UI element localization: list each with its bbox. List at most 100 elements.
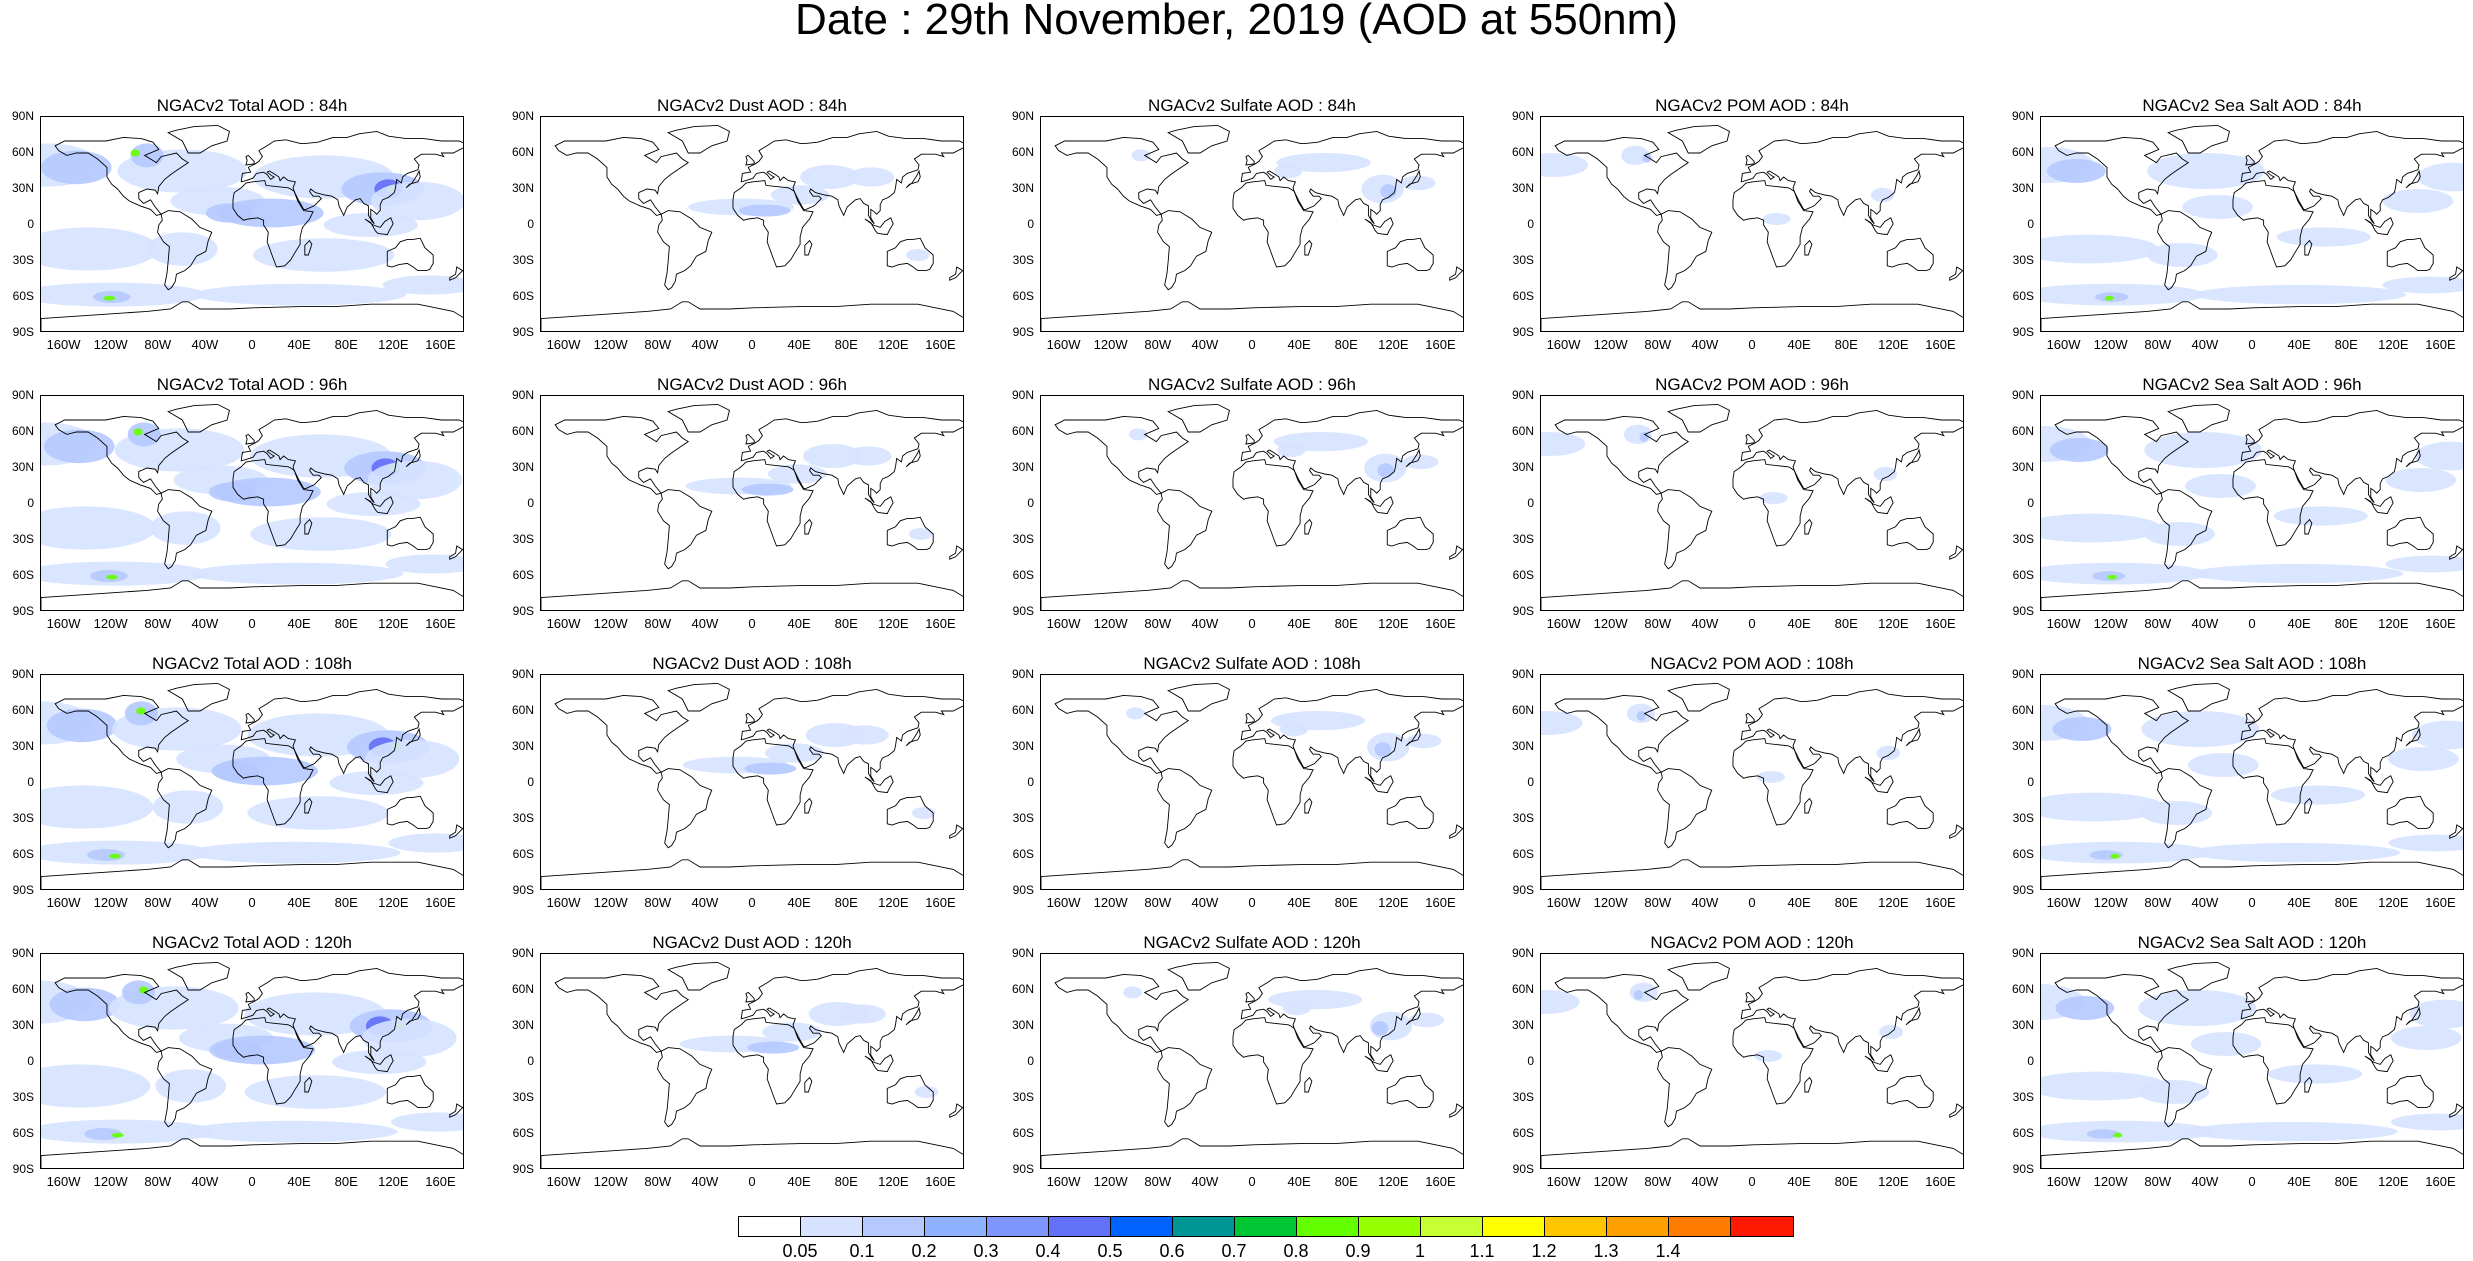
coastline-southamerica — [657, 1047, 713, 1128]
coastline-newzealand — [1949, 1103, 1963, 1118]
latitude-tick-label: 0 — [527, 775, 534, 789]
aod-field — [2191, 564, 2404, 584]
coastline-northamerica — [1054, 136, 1190, 216]
longitude-tick-label: 160E — [2425, 895, 2456, 910]
longitude-tick-label: 40E — [787, 616, 811, 631]
aod-field — [747, 1041, 800, 1054]
coastline-newzealand — [1449, 545, 1463, 560]
latitude-tick-label: 90S — [2012, 883, 2034, 897]
latitude-tick-label: 90S — [512, 1162, 534, 1176]
longitude-tick-label: 0 — [1248, 337, 1256, 352]
longitude-tick-label: 0 — [2248, 616, 2256, 631]
colorbar-tick-label: 0.9 — [1345, 1241, 1371, 1261]
latitude-tick-label: 60N — [1511, 145, 1534, 159]
colorbar-tick-label: 1 — [1414, 1241, 1425, 1261]
longitude-tick-label: 160E — [2425, 337, 2456, 352]
coastline-japan — [1405, 727, 1421, 747]
coastline-uk — [1245, 712, 1255, 724]
map-panel — [540, 116, 964, 332]
coastline-uk — [245, 991, 255, 1003]
aod-field — [1380, 184, 1397, 199]
coastline-southamerica — [1157, 768, 1213, 849]
aod-field — [41, 785, 154, 829]
coastline-indonesia — [364, 1054, 394, 1073]
map-panel — [540, 953, 964, 1169]
longitude-tick-label: 80W — [144, 616, 172, 631]
coastline-newzealand — [1949, 266, 1963, 281]
coastline-uk — [245, 154, 255, 166]
longitude-tick-label: 80E — [334, 895, 358, 910]
longitude-tick-label: 80E — [1334, 895, 1358, 910]
map-canvas — [2041, 954, 2463, 1168]
map-canvas — [2041, 675, 2463, 889]
aod-field — [2107, 574, 2117, 580]
aod-field — [2391, 1113, 2463, 1131]
longitude-tick-label: 160W — [46, 1174, 81, 1189]
latitude-tick-label: 30N — [1511, 739, 1534, 753]
coastline-madagascar — [1304, 1076, 1313, 1093]
latitude-tick-label: 90N — [11, 946, 34, 960]
longitude-tick-label: 160E — [425, 616, 456, 631]
panel-title: NGACv2 Sea Salt AOD : 84h — [2142, 96, 2362, 115]
longitude-tick-label: 120E — [1378, 1174, 1409, 1189]
coastline-australia — [1886, 795, 1934, 830]
aod-field — [2268, 1064, 2363, 1084]
longitude-tick-label: 120W — [2093, 895, 2128, 910]
coastline-madagascar — [1804, 1076, 1813, 1093]
latitude-tick-label: 60S — [1012, 568, 1034, 582]
coastline-greenland — [167, 961, 230, 991]
aod-field — [2086, 1129, 2120, 1139]
aod-field — [1876, 745, 1900, 761]
coastline-eurasia — [2240, 688, 2463, 783]
coastline-australia — [1386, 237, 1434, 272]
map-canvas — [1041, 117, 1463, 331]
coastline-japan — [2405, 727, 2421, 747]
colorbar-swatch — [801, 1217, 863, 1236]
longitude-tick-label: 80W — [1644, 616, 1672, 631]
longitude-tick-label: 0 — [1248, 895, 1256, 910]
coastline-antarctica — [41, 859, 463, 889]
latitude-tick-label: 60N — [2011, 982, 2034, 996]
coastline-northamerica — [1054, 973, 1190, 1053]
longitude-tick-label: 40E — [287, 895, 311, 910]
coastline-antarctica — [2041, 859, 2463, 889]
coastline-africa — [232, 1017, 314, 1105]
longitude-tick-label: 120W — [1593, 616, 1628, 631]
longitude-tick-label: 160W — [1546, 616, 1581, 631]
aod-field — [738, 204, 791, 217]
aod-field — [911, 807, 936, 819]
coastline-uk — [2245, 991, 2255, 1003]
latitude-tick-label: 30N — [11, 739, 34, 753]
coastline-uk — [245, 433, 255, 445]
latitude-tick-label: 60S — [2012, 847, 2034, 861]
aod-field — [365, 739, 460, 779]
panel-title: NGACv2 Dust AOD : 84h — [657, 96, 847, 115]
aod-field — [1279, 721, 1309, 737]
latitude-tick-label: 60N — [1011, 982, 1034, 996]
longitude-tick-label: 160W — [546, 337, 581, 352]
latitude-tick-label: 30N — [1011, 181, 1034, 195]
longitude-tick-label: 160W — [1046, 616, 1081, 631]
longitude-tick-label: 160E — [925, 337, 956, 352]
coastline-japan — [905, 169, 921, 189]
coastline-eurasia — [1240, 688, 1463, 783]
coastline-madagascar — [804, 1076, 813, 1093]
aod-field — [2041, 562, 2209, 585]
aod-field — [1621, 145, 1650, 165]
colorbar-swatch — [925, 1217, 987, 1236]
coastline-northamerica — [54, 415, 190, 495]
latitude-tick-label: 60N — [11, 424, 34, 438]
coastline-newzealand — [949, 266, 963, 281]
coastline-australia — [2386, 237, 2434, 272]
aod-field — [41, 150, 112, 185]
latitude-tick-label: 90N — [1011, 946, 1034, 960]
longitude-tick-label: 40W — [1691, 895, 1719, 910]
aod-field — [2382, 189, 2454, 213]
latitude-tick-label: 90S — [1512, 604, 1534, 618]
latitude-tick-label: 90N — [1011, 109, 1034, 123]
latitude-tick-label: 90N — [511, 109, 534, 123]
longitude-tick-label: 160W — [1546, 895, 1581, 910]
coastline-indonesia — [1864, 496, 1894, 515]
coastline-antarctica — [541, 580, 963, 610]
aod-field — [2412, 720, 2463, 750]
